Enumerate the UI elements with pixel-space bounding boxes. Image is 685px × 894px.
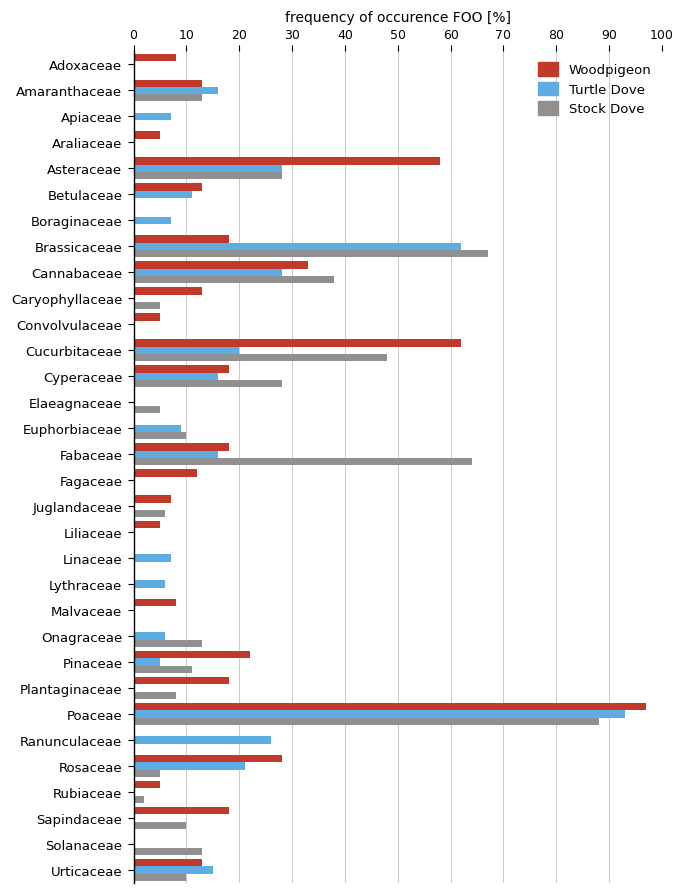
Bar	[134, 381, 282, 388]
Bar	[134, 848, 202, 855]
Bar	[134, 640, 202, 647]
Bar	[134, 770, 160, 777]
Bar	[134, 95, 202, 102]
Bar	[134, 866, 213, 873]
Bar	[134, 763, 245, 770]
Bar	[134, 451, 218, 459]
Bar	[134, 711, 625, 718]
Bar	[134, 184, 202, 191]
Bar	[134, 495, 171, 503]
Bar	[134, 692, 176, 699]
Bar	[134, 469, 197, 477]
Bar	[134, 173, 282, 180]
Bar	[134, 355, 387, 362]
Bar	[134, 796, 144, 803]
Bar	[134, 114, 171, 121]
Bar	[134, 873, 186, 881]
X-axis label: frequency of occurence FOO [%]: frequency of occurence FOO [%]	[285, 11, 511, 25]
Bar	[134, 373, 218, 381]
Bar	[134, 55, 176, 62]
Bar	[134, 347, 239, 355]
Bar	[134, 459, 472, 466]
Bar	[134, 276, 334, 284]
Bar	[134, 407, 160, 414]
Bar	[134, 191, 192, 198]
Bar	[134, 510, 165, 518]
Bar	[134, 262, 308, 269]
Bar	[134, 666, 192, 673]
Bar	[134, 859, 202, 866]
Bar	[134, 288, 202, 295]
Bar	[134, 704, 646, 711]
Bar	[134, 425, 181, 433]
Bar	[134, 600, 176, 607]
Bar	[134, 158, 440, 165]
Bar	[134, 165, 282, 173]
Bar	[134, 250, 488, 258]
Bar	[134, 633, 165, 640]
Bar	[134, 737, 271, 744]
Bar	[134, 80, 202, 88]
Bar	[134, 302, 160, 310]
Legend: Woodpigeon, Turtle Dove, Stock Dove: Woodpigeon, Turtle Dove, Stock Dove	[534, 59, 656, 120]
Bar	[134, 555, 171, 562]
Bar	[134, 217, 171, 224]
Bar	[134, 678, 229, 685]
Bar	[134, 659, 160, 666]
Bar	[134, 807, 229, 814]
Bar	[134, 366, 229, 373]
Bar	[134, 755, 282, 763]
Bar	[134, 443, 229, 451]
Bar	[134, 340, 461, 347]
Bar	[134, 521, 160, 529]
Bar	[134, 781, 160, 789]
Bar	[134, 433, 186, 440]
Bar	[134, 243, 461, 250]
Bar	[134, 822, 186, 829]
Bar	[134, 581, 165, 588]
Bar	[134, 132, 160, 139]
Bar	[134, 269, 282, 276]
Bar	[134, 236, 229, 243]
Bar	[134, 652, 250, 659]
Bar	[134, 314, 160, 321]
Bar	[134, 718, 599, 725]
Bar	[134, 88, 218, 95]
